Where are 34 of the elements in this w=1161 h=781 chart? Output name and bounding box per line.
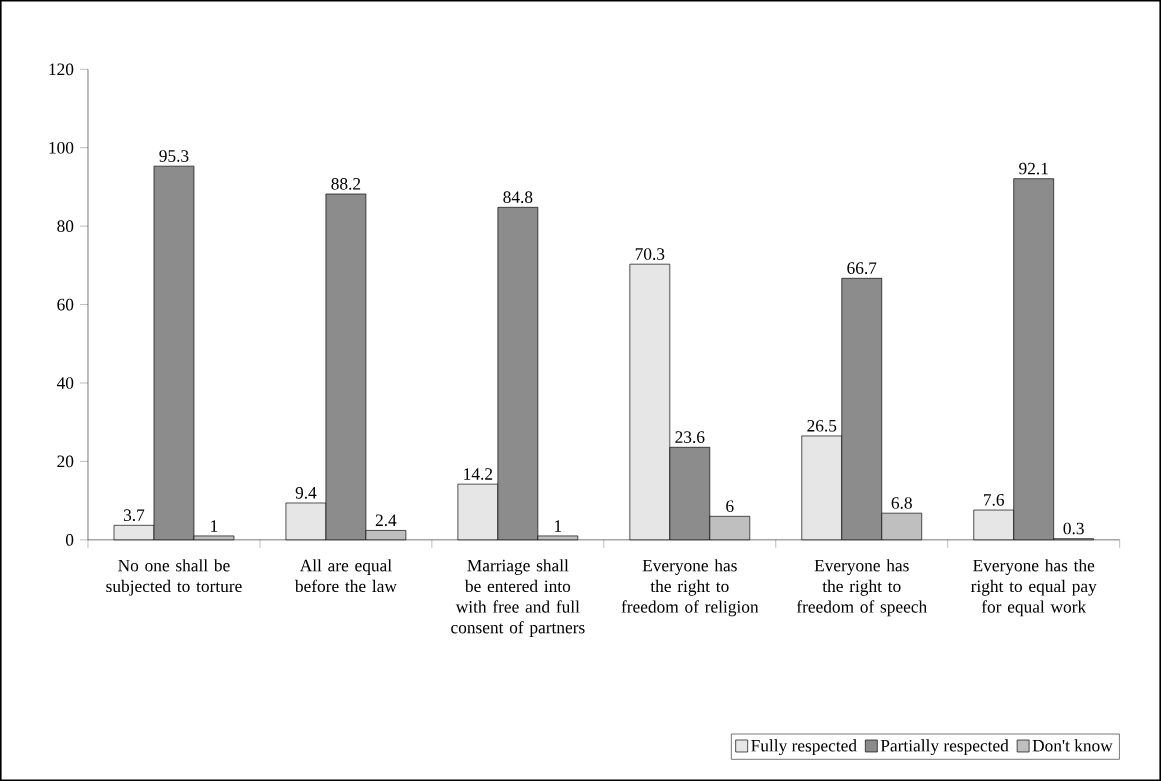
data-label: 1: [555, 520, 562, 532]
data-label: 84.8: [503, 191, 533, 204]
data-label: 1: [211, 520, 218, 532]
data-label: 0.3: [1063, 522, 1084, 535]
data-label: 7.6: [984, 494, 1005, 506]
data-label: 95.3: [159, 150, 189, 162]
data-label: 23.6: [675, 431, 705, 443]
data-label: 88.2: [331, 177, 361, 190]
y-tick-label: 120: [49, 63, 74, 76]
y-tick-label: 0: [65, 533, 74, 546]
data-label: 9.4: [295, 486, 317, 499]
legend-label: Don't know: [1032, 739, 1113, 752]
x-tick-label: Everyone has the right to freedom of speech: [796, 559, 927, 617]
y-tick-label: 60: [57, 298, 74, 311]
data-label: 26.5: [807, 419, 837, 432]
x-tick-label: Everyone has the right to freedom of religion: [621, 559, 759, 617]
legend-label: Fully respected: [751, 739, 857, 756]
y-tick-label: 20: [57, 455, 74, 468]
x-tick-label: No one shall be subjected to torture: [106, 559, 242, 596]
data-label: 66.7: [847, 262, 877, 274]
y-tick-label: 40: [56, 377, 74, 389]
y-tick-label: 80: [57, 220, 74, 232]
data-label: 70.3: [635, 248, 665, 260]
data-label: 92.1: [1019, 162, 1048, 175]
x-tick-label: Marriage shall be entered into with free and full consent of partners: [451, 559, 585, 637]
x-tick-label: Everyone has the right to equal pay for equal work: [971, 559, 1097, 617]
data-label: 2.4: [375, 514, 397, 527]
data-label: 3.7: [123, 509, 145, 522]
y-tick-label: 100: [49, 141, 74, 154]
legend-label: Partially respected: [880, 739, 1009, 756]
x-tick-label: All are equal before the law: [294, 559, 397, 593]
data-label: 6.8: [891, 497, 912, 509]
data-label: 14.2: [464, 468, 493, 480]
data-label: 6: [726, 500, 734, 512]
